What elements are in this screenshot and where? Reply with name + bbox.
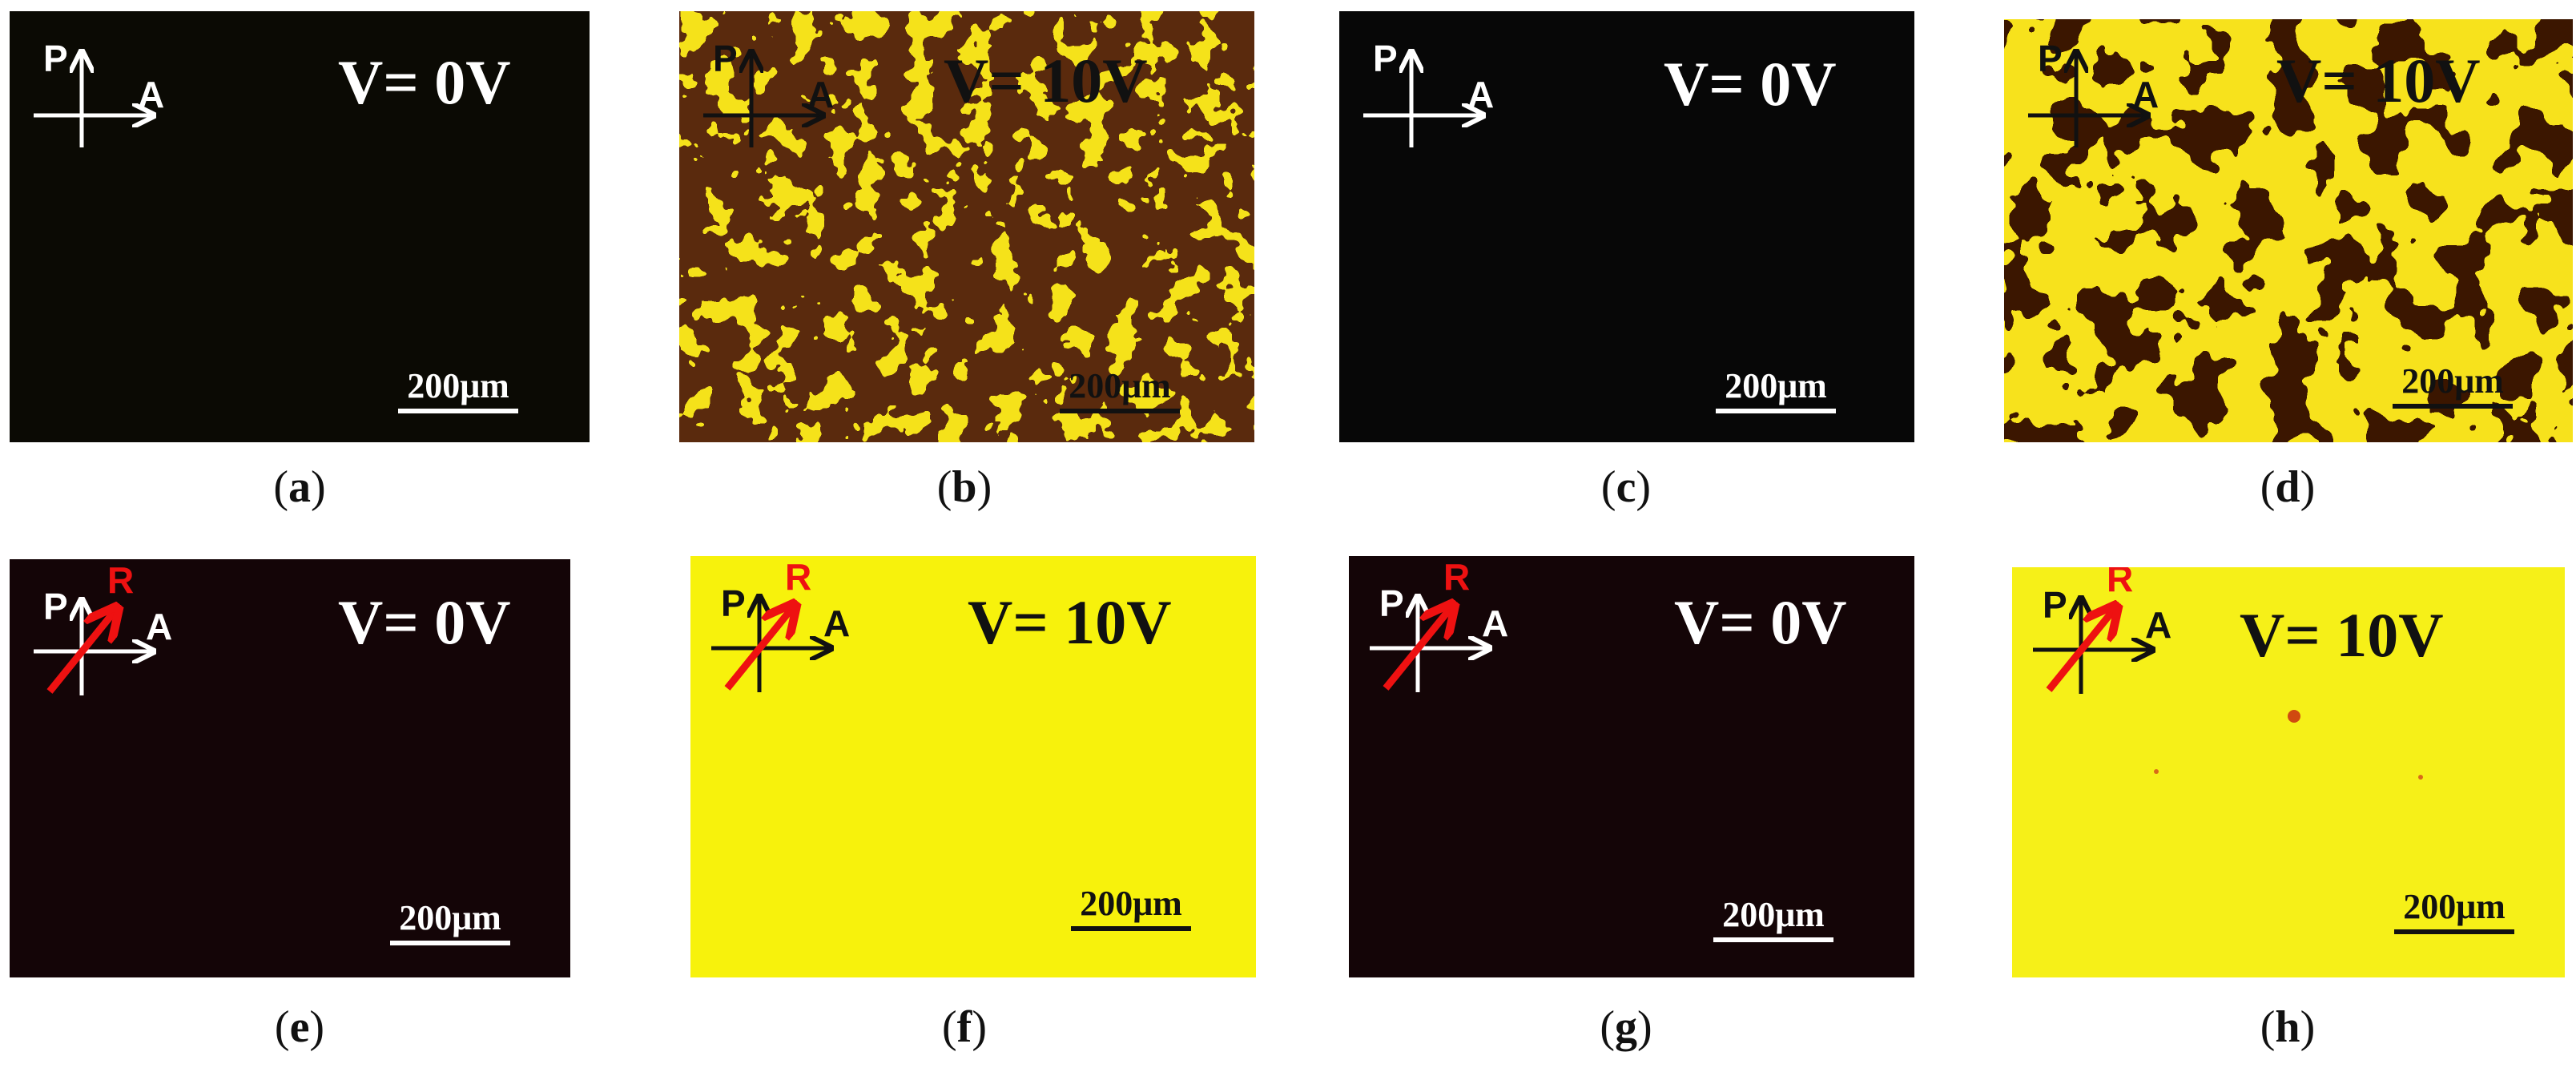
- scale-bar-line: [1060, 409, 1180, 413]
- analyzer-label: A: [1482, 602, 1508, 644]
- scale-bar: 200μm: [2382, 889, 2526, 934]
- voltage-label: V= 0V: [1664, 49, 1837, 119]
- scale-bar-label: 200μm: [2403, 887, 2506, 926]
- polarizer-axes-icon: P A: [34, 38, 164, 147]
- caption-letter: d: [2275, 462, 2300, 512]
- micrograph-d: P A V= 10V 200μm: [2004, 19, 2573, 442]
- rubbing-label: R: [2107, 567, 2133, 599]
- polarizer-axes-icon: P A R: [2033, 567, 2171, 694]
- caption-letter: e: [289, 1002, 310, 1052]
- polarizer-label: P: [1373, 38, 1398, 79]
- scale-bar-line: [2393, 404, 2513, 409]
- analyzer-label: A: [807, 74, 834, 115]
- micrograph-f: P A R V= 10V 200μm: [690, 556, 1256, 977]
- scale-bar-label: 200μm: [2401, 361, 2504, 401]
- caption-h: (h): [2260, 1002, 2316, 1052]
- scale-bar-line: [1713, 937, 1833, 942]
- caption-letter: b: [952, 462, 977, 512]
- caption-letter: c: [1616, 462, 1636, 512]
- scale-bar-line: [398, 409, 518, 413]
- rubbing-label: R: [785, 556, 811, 598]
- voltage-label: V= 10V: [968, 587, 1172, 657]
- scale-bar-line: [1071, 926, 1191, 931]
- voltage-label: V= 0V: [338, 47, 511, 117]
- polarizer-label: P: [43, 38, 68, 79]
- voltage-label: V= 10V: [2240, 600, 2444, 670]
- micrograph-e: P A R V= 0V 200μm: [10, 559, 570, 977]
- polarizer-label: P: [43, 586, 68, 627]
- caption-letter: f: [956, 1002, 972, 1052]
- rubbing-label: R: [1443, 556, 1470, 598]
- scale-bar-line: [2394, 929, 2514, 934]
- polarizer-label: P: [2043, 584, 2067, 626]
- polarizer-axes-icon: P A: [2028, 38, 2159, 147]
- micrograph-texture: [10, 11, 590, 442]
- scale-bar-label: 200μm: [1069, 366, 1171, 405]
- scale-bar: 200μm: [378, 901, 522, 945]
- analyzer-label: A: [1467, 74, 1494, 115]
- rubbing-label: R: [107, 559, 134, 601]
- analyzer-label: A: [146, 606, 172, 647]
- micrograph-g: P A R V= 0V 200μm: [1349, 556, 1914, 977]
- scale-bar: 200μm: [386, 369, 530, 413]
- caption-letter: g: [1615, 1002, 1637, 1052]
- scale-bar-label: 200μm: [1080, 884, 1182, 923]
- scale-bar-line: [1716, 409, 1836, 413]
- polarizer-axes-icon: P A R: [1370, 556, 1508, 692]
- polarizer-axes-icon: P A R: [711, 556, 850, 692]
- analyzer-label: A: [138, 74, 164, 115]
- scale-bar: 200μm: [1704, 369, 1848, 413]
- caption-e: (e): [274, 1002, 325, 1052]
- caption-c: (c): [1600, 462, 1652, 512]
- polarizer-label: P: [713, 38, 738, 79]
- caption-letter: h: [2275, 1002, 2300, 1052]
- analyzer-label: A: [2132, 74, 2159, 115]
- scale-bar: 200μm: [1048, 369, 1192, 413]
- voltage-label: V= 10V: [944, 46, 1148, 115]
- caption-letter: a: [288, 462, 311, 512]
- micrograph-texture: [679, 11, 1254, 442]
- scale-bar: 200μm: [1701, 897, 1845, 942]
- micrograph-c: P A V= 0V 200μm: [1339, 11, 1914, 442]
- micrograph-texture: [2004, 19, 2573, 442]
- scale-bar-label: 200μm: [1725, 366, 1827, 405]
- polarizer-axes-icon: P A: [1363, 38, 1494, 147]
- analyzer-label: A: [2145, 604, 2171, 646]
- caption-f: (f): [942, 1002, 987, 1052]
- scale-bar: 200μm: [2381, 364, 2525, 409]
- polarizer-axes-icon: P A R: [34, 559, 172, 695]
- micrograph-h: P A R V= 10V 200μm: [2012, 567, 2565, 977]
- caption-g: (g): [1600, 1002, 1652, 1052]
- voltage-label: V= 10V: [2276, 46, 2481, 115]
- scale-bar-label: 200μm: [1722, 895, 1825, 934]
- voltage-label: V= 0V: [338, 587, 511, 657]
- micrograph-a: P A V= 0V 200μm: [10, 11, 590, 442]
- scale-bar-label: 200μm: [399, 898, 501, 937]
- micrograph-b: P A V= 10V 200μm: [679, 11, 1254, 442]
- polarizer-axes-icon: P A: [703, 38, 834, 147]
- scale-bar: 200μm: [1059, 886, 1203, 931]
- polarizer-label: P: [2038, 38, 2063, 79]
- polarizer-label: P: [1379, 582, 1404, 624]
- scale-bar-line: [390, 941, 510, 945]
- caption-a: (a): [273, 462, 326, 512]
- polarizer-label: P: [721, 582, 746, 624]
- scale-bar-label: 200μm: [407, 366, 509, 405]
- analyzer-label: A: [823, 602, 850, 644]
- caption-d: (d): [2260, 462, 2316, 512]
- caption-b: (b): [936, 462, 992, 512]
- voltage-label: V= 0V: [1674, 587, 1847, 657]
